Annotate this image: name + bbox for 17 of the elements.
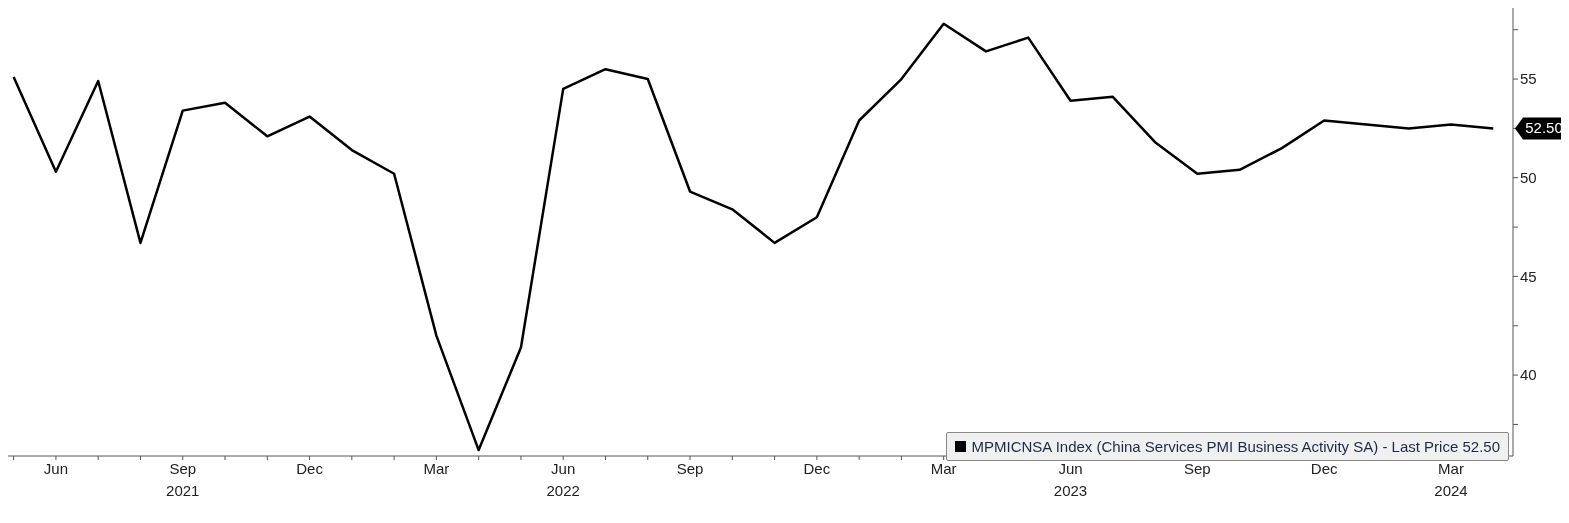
legend-label: MPMICNSA Index (China Services PMI Business Activity SA) - Last Price 52.50 (971, 438, 1500, 455)
x-tick-label: Jun (43, 460, 69, 477)
x-tick-label: Mar (930, 460, 957, 477)
x-tick-label: Mar (423, 460, 450, 477)
y-tick-label: 45 (1520, 267, 1537, 285)
x-tick-label: Mar 2024 (1434, 460, 1468, 499)
y-tick-label: 55 (1520, 70, 1537, 88)
x-tick-label: Jun 2022 (546, 460, 580, 499)
x-tick-label: Jun 2023 (1053, 460, 1088, 499)
x-tick-label: Dec (296, 460, 324, 477)
x-tick-label: Sep 2021 (166, 460, 200, 499)
y-tick-label: 40 (1520, 366, 1537, 384)
x-tick-label: Dec (1310, 460, 1338, 477)
x-tick-label: Dec (803, 460, 831, 477)
x-tick-label: Sep (1183, 460, 1211, 477)
x-tick-label: Sep (676, 460, 704, 477)
y-tick-label: 50 (1520, 169, 1537, 187)
